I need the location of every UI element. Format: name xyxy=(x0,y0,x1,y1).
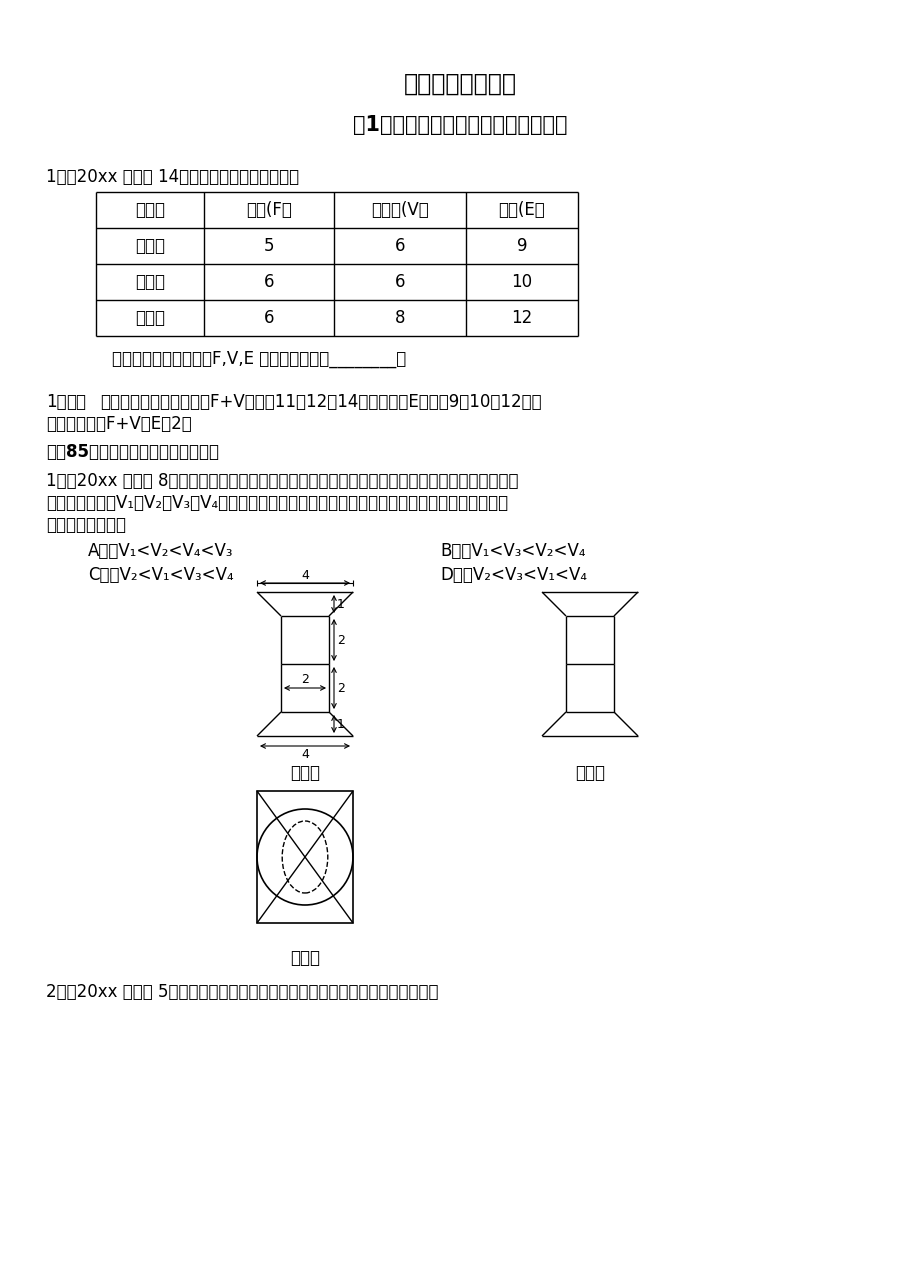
Text: 易观察并猜想F+V－E＝2．: 易观察并猜想F+V－E＝2． xyxy=(46,415,191,433)
Text: 立方体: 立方体 xyxy=(135,310,165,327)
Text: 解析: 解析 xyxy=(66,392,85,412)
Text: 4: 4 xyxy=(301,569,309,582)
Text: 顶点数(V）: 顶点数(V） xyxy=(370,201,428,219)
Text: 三棱锥: 三棱锥 xyxy=(135,237,165,255)
Text: 6: 6 xyxy=(264,310,274,327)
Text: B．　V₁<V₃<V₂<V₄: B． V₁<V₃<V₂<V₄ xyxy=(439,541,584,561)
Text: 俧视图: 俧视图 xyxy=(289,949,320,967)
Text: 则有：（　）．: 则有：（ ）． xyxy=(46,516,126,534)
Text: 体积分别记为V₁，V₂，V₃，V₄，上面两个几何体均为旋转体，下面两个简单几何体均为多面体，: 体积分别记为V₁，V₂，V₃，V₄，上面两个几何体均为旋转体，下面两个简单几何体… xyxy=(46,494,507,512)
Text: 1: 1 xyxy=(336,598,345,610)
Text: D．　V₂<V₃<V₁<V₄: D． V₂<V₃<V₁<V₄ xyxy=(439,566,586,583)
Text: 6: 6 xyxy=(394,237,404,255)
Text: 1: 1 xyxy=(336,717,345,730)
Text: 题型85　空间几何体的表面积与体积: 题型85 空间几何体的表面积与体积 xyxy=(46,443,219,461)
Text: 2: 2 xyxy=(336,682,345,694)
Text: 9: 9 xyxy=(516,237,527,255)
Text: 2．（20xx 重庆理 5）某几何体的三视图如图所示，则该几何体的体积为（　）．: 2．（20xx 重庆理 5）某几何体的三视图如图所示，则该几何体的体积为（ ）． xyxy=(46,984,438,1001)
Text: C．　V₂<V₁<V₃<V₄: C． V₂<V₁<V₃<V₄ xyxy=(88,566,233,583)
Text: 6: 6 xyxy=(394,273,404,290)
Text: 1．（20xx 陕西理 14）观察分析下表中的数据：: 1．（20xx 陕西理 14）观察分析下表中的数据： xyxy=(46,168,299,186)
Text: 1．: 1． xyxy=(46,392,66,412)
Text: 2: 2 xyxy=(301,673,309,685)
Text: 2: 2 xyxy=(336,633,345,646)
Text: 侧视图: 侧视图 xyxy=(574,764,605,782)
Text: 面数(F）: 面数(F） xyxy=(245,201,291,219)
Text: 多面体: 多面体 xyxy=(135,201,165,219)
Text: 猜想一般凸多面体中，F,V,E 所满足的等式是________．: 猜想一般凸多面体中，F,V,E 所满足的等式是________． xyxy=(112,350,406,368)
Text: 4: 4 xyxy=(301,748,309,761)
Text: 棱数(E）: 棱数(E） xyxy=(498,201,545,219)
Bar xyxy=(256,791,353,922)
Text: 第八章　立体几何: 第八章 立体几何 xyxy=(403,73,516,96)
Text: 12: 12 xyxy=(511,310,532,327)
Text: 8: 8 xyxy=(394,310,404,327)
Text: A．　V₁<V₂<V₄<V₃: A． V₁<V₂<V₄<V₃ xyxy=(88,541,233,561)
Text: 观察表中数据，并计算F+V分别为11，12，14，又其对应E分别为9，10，12，容: 观察表中数据，并计算F+V分别为11，12，14，又其对应E分别为9，10，12… xyxy=(100,392,541,412)
Text: 1．（20xx 湖北理 8）一个几何体的三视图如图所示，该几何体从上到下由四个简单几何体组成，其: 1．（20xx 湖北理 8）一个几何体的三视图如图所示，该几何体从上到下由四个简… xyxy=(46,471,518,490)
Text: 5: 5 xyxy=(264,237,274,255)
Text: 6: 6 xyxy=(264,273,274,290)
Text: 第1节　空间几何体及其表面积和体积: 第1节 空间几何体及其表面积和体积 xyxy=(352,115,567,135)
Text: 五棱锥: 五棱锥 xyxy=(135,273,165,290)
Text: 正视图: 正视图 xyxy=(289,764,320,782)
Text: 10: 10 xyxy=(511,273,532,290)
